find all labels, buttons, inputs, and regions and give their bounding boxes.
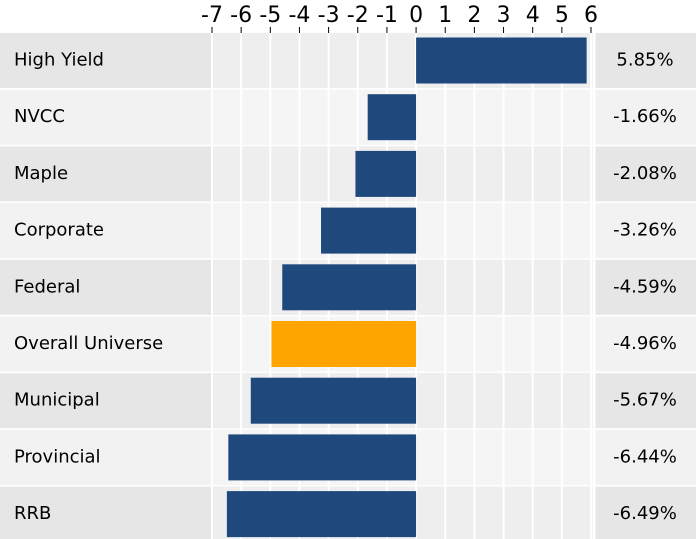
bar xyxy=(271,321,417,367)
bar xyxy=(228,434,417,481)
value-label: -2.08% xyxy=(613,163,677,184)
bar xyxy=(226,491,417,538)
x-tick-label: 4 xyxy=(526,3,540,28)
value-label: -5.67% xyxy=(613,390,677,411)
x-tick-label: -1 xyxy=(376,3,398,28)
bar xyxy=(355,150,417,197)
x-tick-label: 5 xyxy=(555,3,569,28)
category-label: Provincial xyxy=(14,446,101,467)
x-tick-label: 6 xyxy=(584,3,598,28)
x-tick-label: -7 xyxy=(201,3,223,28)
category-label: RRB xyxy=(14,503,51,524)
x-tick-label: 1 xyxy=(438,3,452,28)
value-label: -6.49% xyxy=(613,503,677,524)
bar xyxy=(321,207,417,254)
value-label: -4.59% xyxy=(613,276,677,297)
bar xyxy=(416,37,587,84)
x-tick-label: -5 xyxy=(259,3,281,28)
bar xyxy=(282,264,417,311)
x-tick-label: 2 xyxy=(467,3,481,28)
value-label: 5.85% xyxy=(616,50,673,71)
value-label: -1.66% xyxy=(613,106,677,127)
x-tick-label: -6 xyxy=(230,3,252,28)
bar xyxy=(367,94,417,141)
x-tick-label: 3 xyxy=(497,3,511,28)
x-tick-label: -4 xyxy=(288,3,310,28)
x-tick-label: -2 xyxy=(347,3,369,28)
category-label: High Yield xyxy=(14,50,104,71)
bar xyxy=(250,377,417,424)
x-tick-label: -3 xyxy=(318,3,340,28)
category-label: Maple xyxy=(14,163,68,184)
value-label: -6.44% xyxy=(613,446,677,467)
value-label: -4.96% xyxy=(613,333,677,354)
category-label: Federal xyxy=(14,276,80,297)
category-label: Municipal xyxy=(14,390,100,411)
category-label: Corporate xyxy=(14,220,104,241)
category-label: NVCC xyxy=(14,106,65,127)
value-label: -3.26% xyxy=(613,220,677,241)
category-label: Overall Universe xyxy=(14,333,163,354)
x-tick-label: 0 xyxy=(409,3,423,28)
